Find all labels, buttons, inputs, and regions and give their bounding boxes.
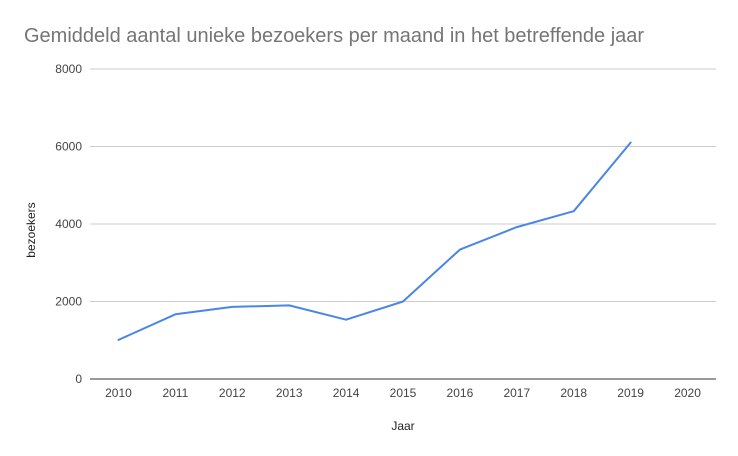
x-tick-labels: 2010 2011 2012 2013 2014 2015 2016 2017 2018 2019… (105, 386, 701, 400)
y-tick-label: 4000 (55, 217, 82, 231)
x-tick-label: 2010 (105, 386, 132, 400)
chart-title: Gemiddeld aantal unieke bezoekers per ma… (24, 25, 644, 47)
y-tick-label: 6000 (55, 140, 82, 154)
x-tick-label: 2012 (219, 386, 246, 400)
x-tick-label: 2019 (617, 386, 644, 400)
x-tick-label: 2014 (333, 386, 360, 400)
series-lines (117, 141, 632, 341)
series-line (117, 141, 632, 341)
y-tick-label: 8000 (55, 62, 82, 76)
y-tick-label: 0 (75, 372, 82, 386)
x-tick-label: 2017 (503, 386, 530, 400)
x-axis-label: Jaar (391, 419, 414, 433)
y-tick-labels: 0 2000 4000 6000 8000 (55, 62, 82, 386)
x-tick-label: 2011 (162, 386, 188, 400)
x-tick-label: 2015 (390, 386, 417, 400)
y-tick-label: 2000 (55, 295, 82, 309)
x-tick-label: 2016 (447, 386, 474, 400)
x-tick-label: 2020 (674, 386, 701, 400)
x-tick-label: 2018 (560, 386, 587, 400)
gridlines (90, 68, 716, 380)
y-axis-label: bezoekers (24, 202, 38, 257)
x-tick-label: 2013 (276, 386, 303, 400)
